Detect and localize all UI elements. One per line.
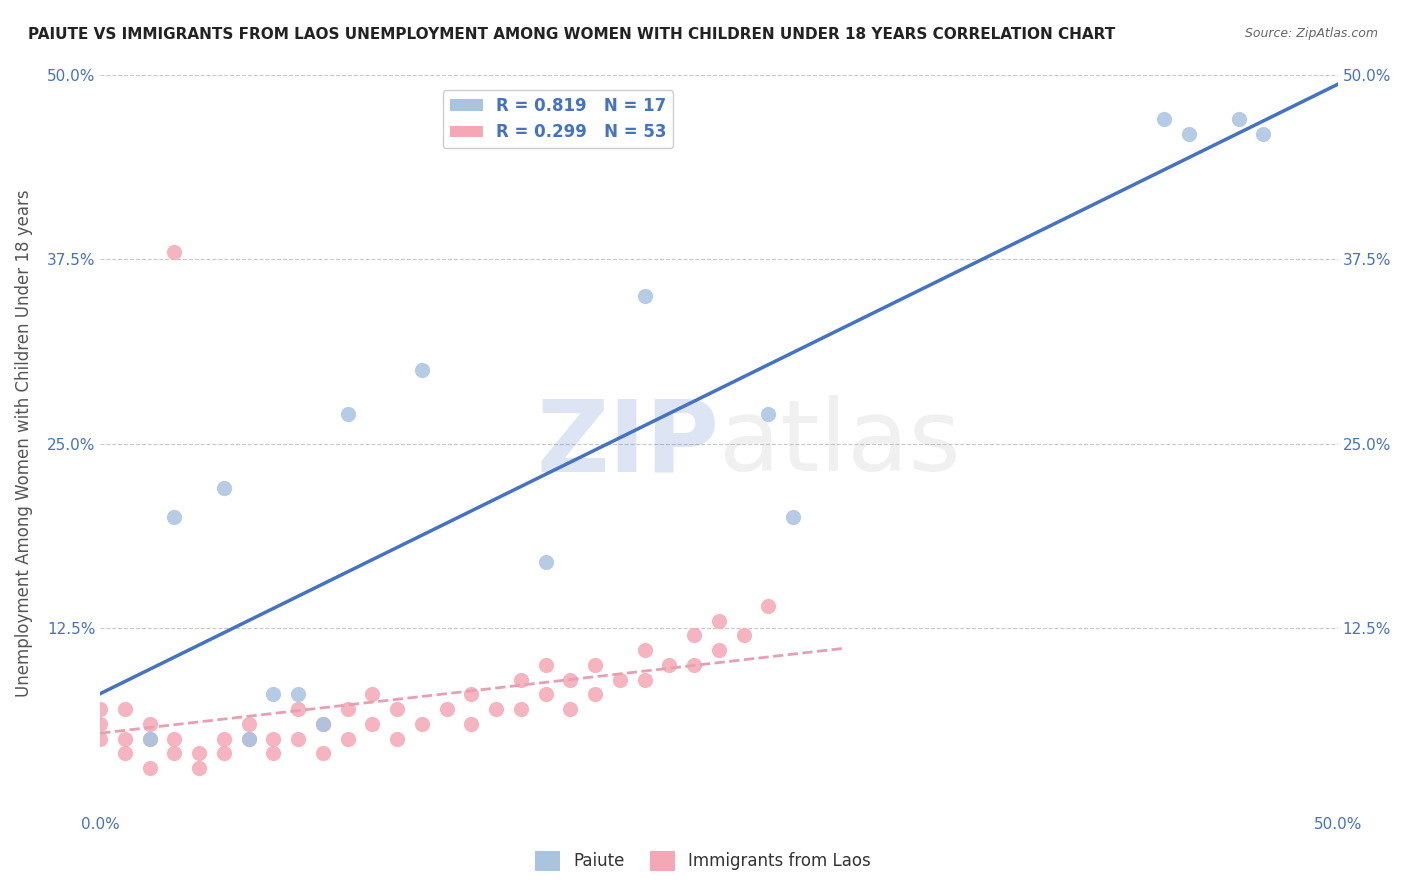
Point	[336, 702, 359, 716]
Point	[336, 731, 359, 746]
Point	[287, 731, 309, 746]
Point	[387, 702, 409, 716]
Point	[312, 717, 335, 731]
Point	[560, 702, 582, 716]
Point	[510, 673, 533, 687]
Point	[287, 688, 309, 702]
Text: atlas: atlas	[718, 395, 960, 492]
Point	[485, 702, 508, 716]
Point	[707, 643, 730, 657]
Point	[89, 717, 111, 731]
Y-axis label: Unemployment Among Women with Children Under 18 years: Unemployment Among Women with Children U…	[15, 190, 32, 698]
Point	[212, 747, 235, 761]
Text: Source: ZipAtlas.com: Source: ZipAtlas.com	[1244, 27, 1378, 40]
Point	[634, 289, 657, 303]
Point	[583, 657, 606, 672]
Point	[436, 702, 458, 716]
Point	[163, 731, 186, 746]
Point	[263, 747, 285, 761]
Point	[238, 731, 260, 746]
Point	[163, 747, 186, 761]
Legend: Paiute, Immigrants from Laos: Paiute, Immigrants from Laos	[529, 844, 877, 878]
Point	[312, 747, 335, 761]
Point	[460, 688, 482, 702]
Point	[336, 407, 359, 421]
Point	[114, 731, 136, 746]
Point	[263, 731, 285, 746]
Point	[1227, 112, 1250, 126]
Point	[583, 688, 606, 702]
Point	[658, 657, 681, 672]
Point	[707, 614, 730, 628]
Point	[534, 657, 557, 672]
Point	[411, 717, 433, 731]
Point	[139, 761, 162, 775]
Text: ZIP: ZIP	[536, 395, 718, 492]
Point	[238, 717, 260, 731]
Legend: R = 0.819   N = 17, R = 0.299   N = 53: R = 0.819 N = 17, R = 0.299 N = 53	[443, 90, 673, 148]
Point	[758, 599, 780, 613]
Point	[683, 657, 706, 672]
Point	[361, 688, 384, 702]
Point	[139, 731, 162, 746]
Point	[782, 510, 804, 524]
Point	[163, 510, 186, 524]
Point	[733, 628, 755, 642]
Point	[114, 747, 136, 761]
Point	[212, 731, 235, 746]
Point	[188, 761, 211, 775]
Point	[212, 481, 235, 495]
Point	[534, 555, 557, 569]
Point	[683, 628, 706, 642]
Point	[1253, 127, 1275, 141]
Point	[1178, 127, 1201, 141]
Point	[387, 731, 409, 746]
Point	[758, 407, 780, 421]
Point	[634, 643, 657, 657]
Point	[188, 747, 211, 761]
Point	[238, 731, 260, 746]
Point	[139, 717, 162, 731]
Point	[634, 673, 657, 687]
Point	[139, 731, 162, 746]
Point	[163, 244, 186, 259]
Point	[510, 702, 533, 716]
Point	[609, 673, 631, 687]
Point	[263, 688, 285, 702]
Point	[287, 702, 309, 716]
Point	[534, 688, 557, 702]
Point	[114, 702, 136, 716]
Point	[1153, 112, 1175, 126]
Point	[89, 731, 111, 746]
Point	[411, 362, 433, 376]
Text: PAIUTE VS IMMIGRANTS FROM LAOS UNEMPLOYMENT AMONG WOMEN WITH CHILDREN UNDER 18 Y: PAIUTE VS IMMIGRANTS FROM LAOS UNEMPLOYM…	[28, 27, 1115, 42]
Point	[312, 717, 335, 731]
Point	[361, 717, 384, 731]
Point	[560, 673, 582, 687]
Point	[89, 702, 111, 716]
Point	[460, 717, 482, 731]
